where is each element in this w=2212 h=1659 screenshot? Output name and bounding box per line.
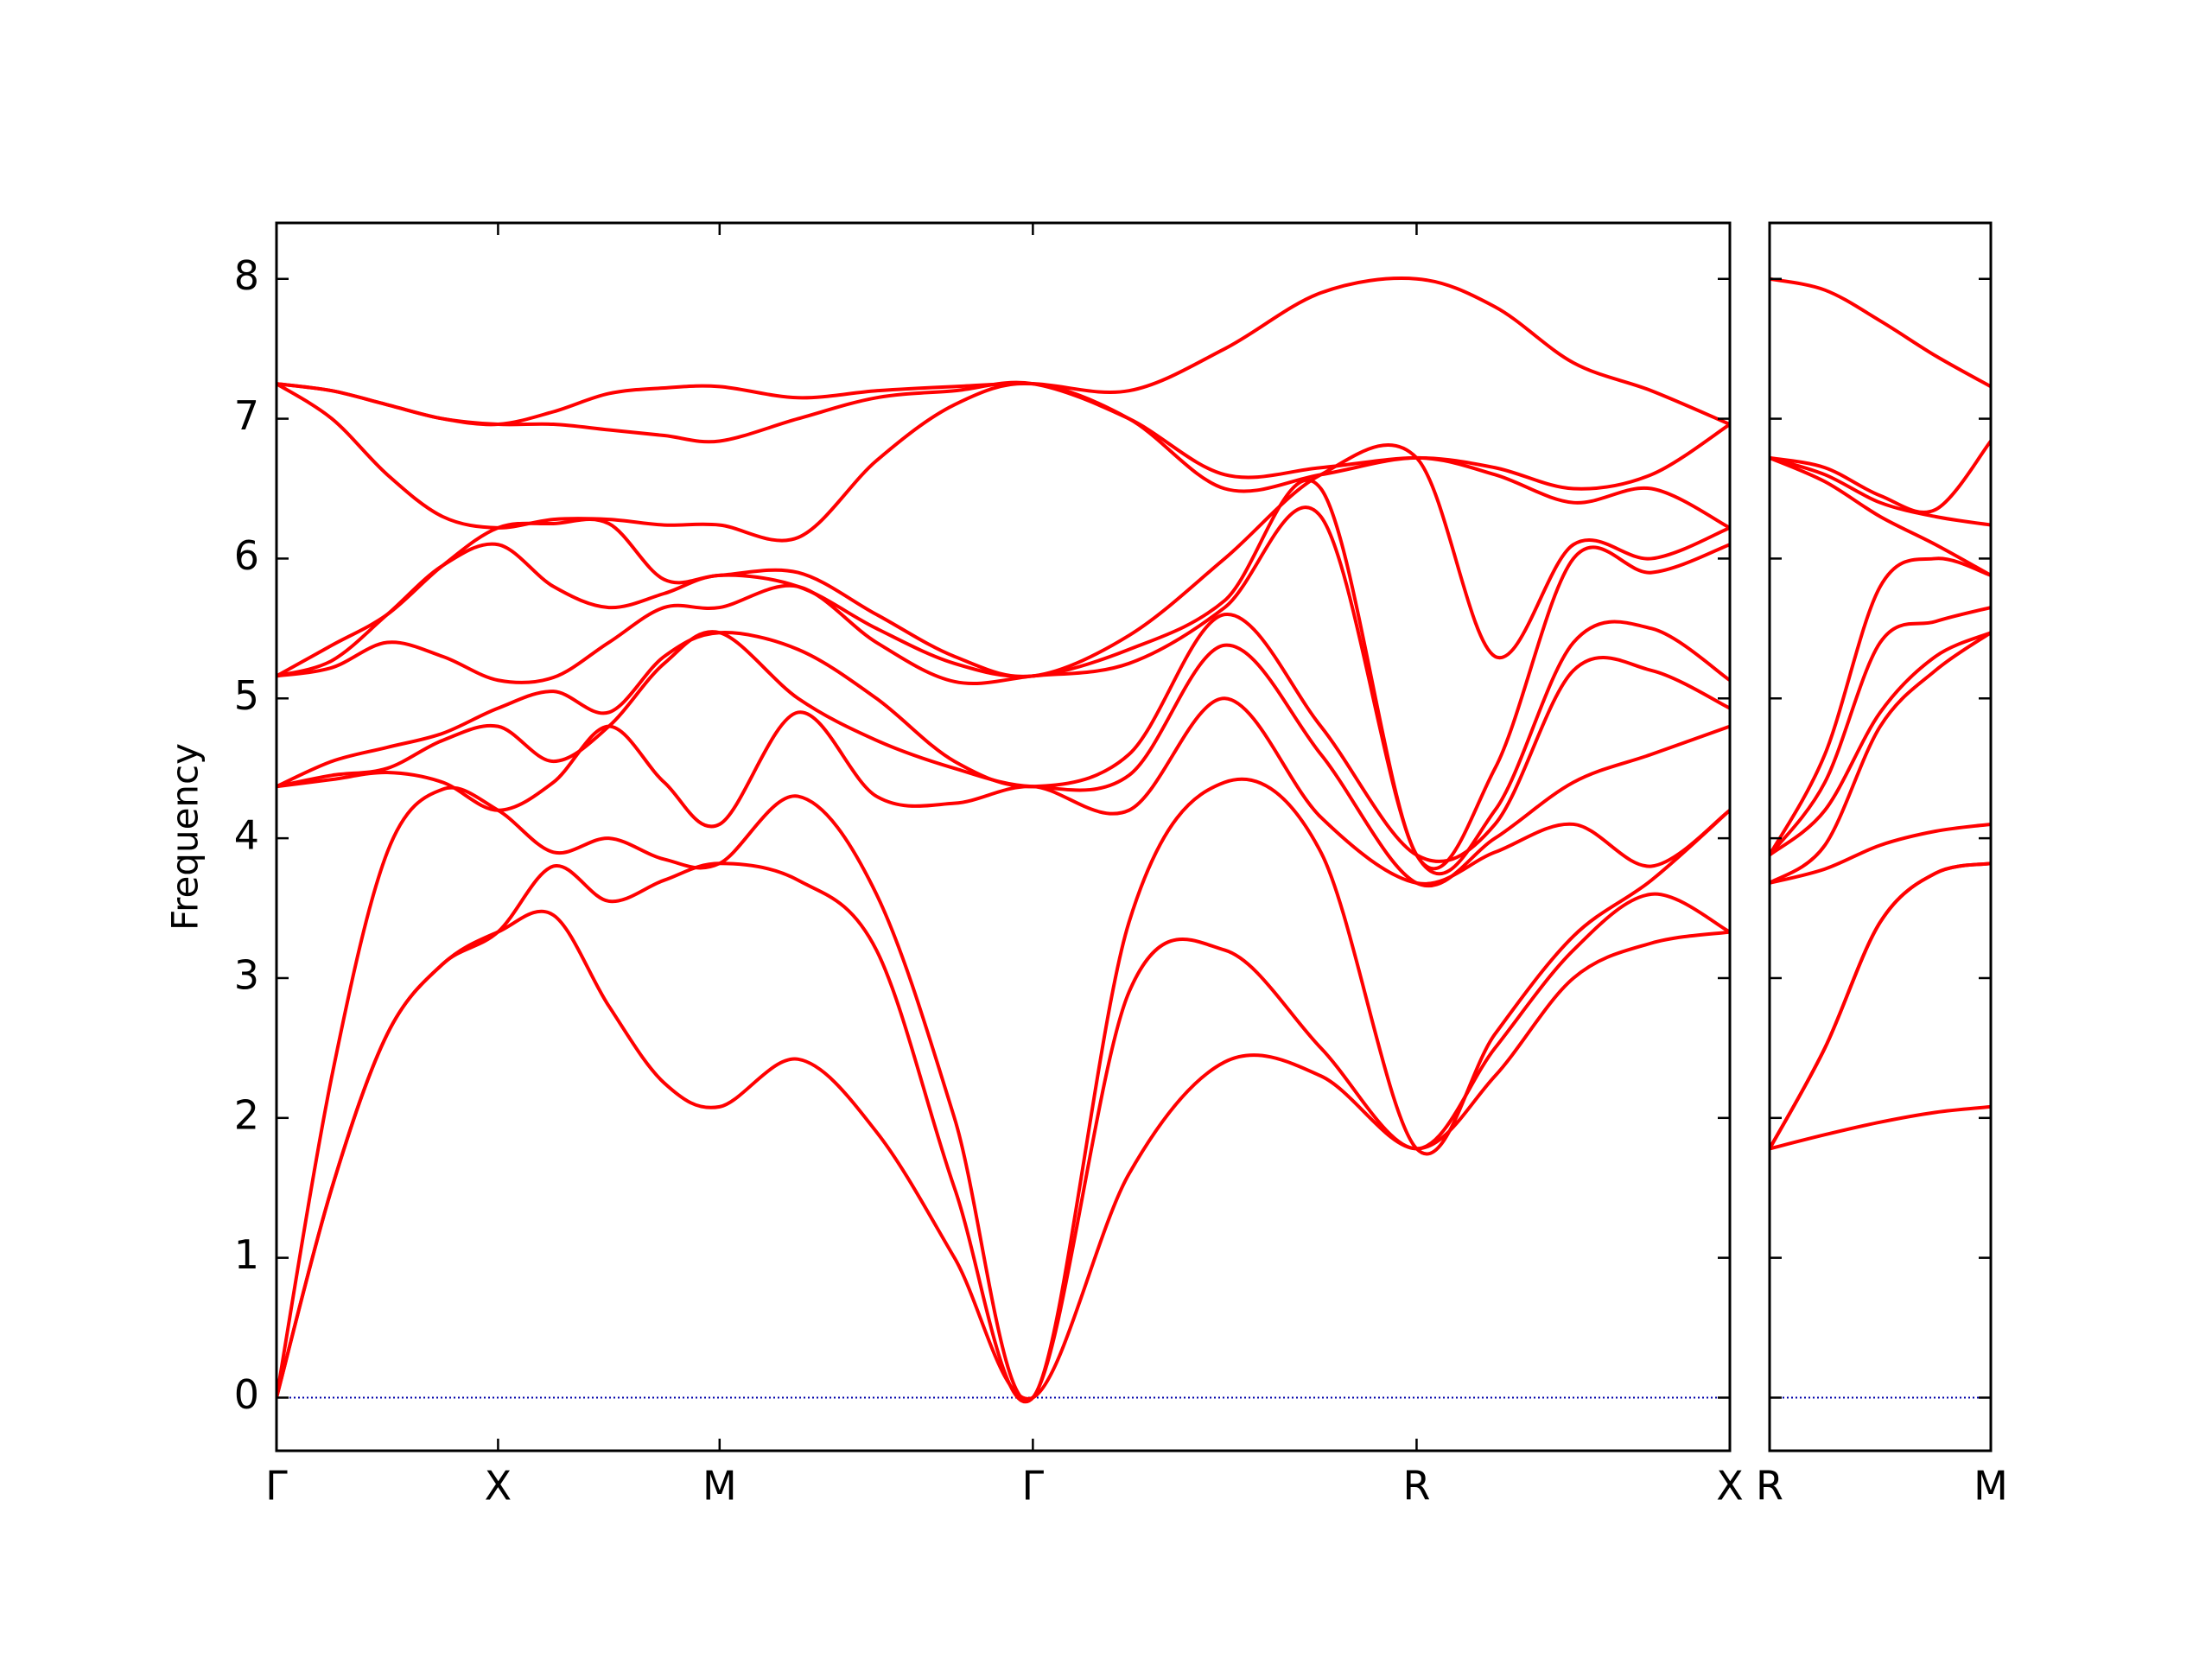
band-line: [1770, 606, 1991, 856]
band-line: [276, 381, 1730, 543]
band-line: [1770, 1104, 1991, 1151]
y-tick-label: 2: [234, 1091, 259, 1138]
bands: [1770, 276, 1991, 1151]
band-line: [1770, 440, 1991, 514]
band-line: [276, 505, 1730, 876]
x-tick-label: M: [1974, 1463, 2008, 1510]
band-line: [1770, 276, 1991, 389]
y-axis-label: Frequency: [164, 743, 207, 931]
band-line: [276, 613, 1730, 863]
y-tick-label: 1: [234, 1231, 259, 1278]
x-tick-label: X: [485, 1463, 512, 1510]
band-line: [276, 861, 1730, 1404]
band-line: [1770, 861, 1991, 1150]
y-tick-label: 5: [234, 672, 259, 719]
y-tick-label: 6: [234, 532, 259, 579]
band-line: [1770, 631, 1991, 857]
y-tick-label: 4: [234, 812, 259, 859]
x-tick-label: Γ: [265, 1463, 288, 1510]
x-tick-label: Γ: [1022, 1463, 1045, 1510]
y-tick-label: 8: [234, 252, 259, 299]
x-tick-label: X: [1716, 1463, 1744, 1510]
x-tick-label: M: [702, 1463, 737, 1510]
band-line: [276, 777, 1730, 1402]
band-line: [1770, 556, 1991, 856]
axes-frame: [1768, 221, 1993, 1452]
axes-frame: [275, 221, 1732, 1452]
band-line: [276, 443, 1730, 679]
band-line: [276, 630, 1730, 888]
y-tick-label: 3: [234, 951, 259, 998]
band-line: [276, 276, 1730, 427]
band-line: [1770, 822, 1991, 885]
band-line: [1770, 455, 1991, 527]
x-tick-label: R: [1756, 1463, 1783, 1510]
band-line: [276, 696, 1730, 886]
bands: [276, 276, 1730, 1404]
y-tick-label: 0: [234, 1371, 259, 1418]
band-line: [1770, 631, 1991, 885]
y-tick-label: 7: [234, 392, 259, 439]
x-tick-label: R: [1402, 1463, 1430, 1510]
band-line: [1770, 456, 1991, 577]
